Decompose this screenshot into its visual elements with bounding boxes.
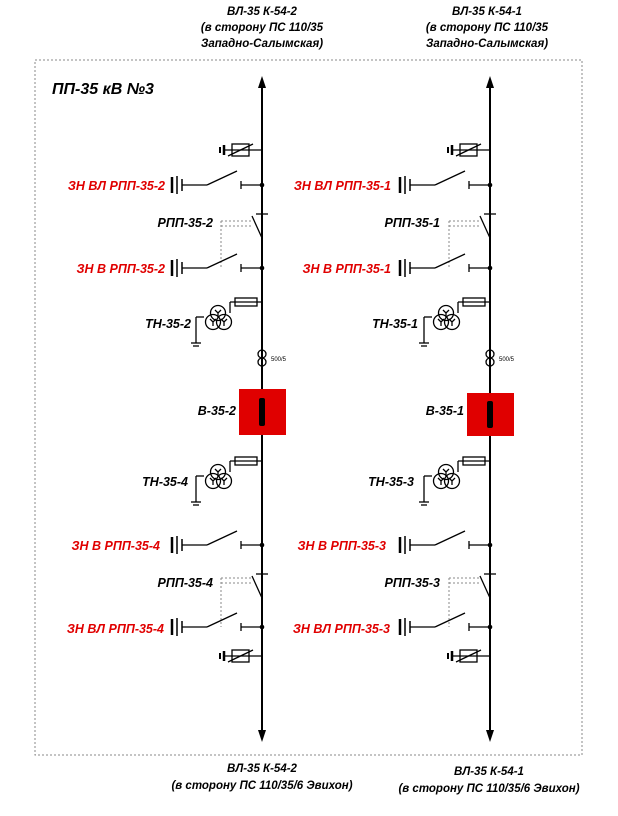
left-zn-v-bottom-label: ЗН В РПП-35-4 [71,539,160,553]
left-zn-v-top-switch-icon [170,252,266,279]
right-zn-vl-bottom-label: ЗН ВЛ РПП-35-3 [293,622,390,636]
right-rpp-top-disconnector-icon [479,213,497,239]
right-zn-vl-bottom-switch-icon [398,611,494,638]
left-bay: ЗН ВЛ РПП-35-2 РПП-35-2 ЗН В РПП-35-2 ТН… [67,76,287,742]
top-left-line-label: ВЛ-35 К-54-2 [227,6,298,18]
left-rpp-bottom-link [220,577,253,627]
left-tn-top-transformer-icon [190,297,263,347]
right-zn-vl-top-switch-icon [398,169,494,196]
left-tn-top-label: ТН-35-2 [145,317,191,331]
left-tn-bottom-label: ТН-35-4 [142,475,188,489]
left-bottom-arrow-icon [258,730,266,742]
right-tn-top-transformer-icon [418,297,491,347]
right-rpp-top-label: РПП-35-1 [385,216,441,230]
left-zn-vl-bottom-switch-icon [170,611,266,638]
right-rpp-top-link [448,220,481,268]
right-zn-v-bottom-label: ЗН В РПП-35-3 [297,539,386,553]
right-zn-vl-top-label: ЗН ВЛ РПП-35-1 [294,179,391,193]
right-top-arrow-icon [486,76,494,88]
right-tn-top-label: ТН-35-1 [372,317,418,331]
left-rpp-top-disconnector-icon [251,213,269,239]
diagram-frame [34,59,583,756]
left-bottom-arrester-icon [218,648,264,664]
top-left-direction-1: (в сторону ПС 110/35 [201,22,324,34]
right-bay: ЗН ВЛ РПП-35-1 РПП-35-1 ЗН В РПП-35-1 ТН… [293,76,515,742]
right-rpp-bottom-label: РПП-35-3 [385,576,441,590]
top-right-direction-2: Западно-Салымская) [426,38,548,50]
left-tn-bottom-transformer-icon [190,456,263,506]
right-ct-ratio-label: 500/5 [499,357,515,363]
right-bottom-arrester-icon [446,648,492,664]
top-right-direction-1: (в сторону ПС 110/35 [426,22,549,34]
left-rpp-bottom-disconnector-icon [251,573,269,599]
bottom-right-direction: (в сторону ПС 110/35/6 Эвихон) [398,783,579,795]
left-top-arrester-icon [218,142,264,158]
left-rpp-top-link [220,220,253,268]
right-tn-bottom-label: ТН-35-3 [368,475,414,489]
right-zn-v-top-label: ЗН В РПП-35-1 [302,262,391,276]
right-top-arrester-icon [446,142,492,158]
left-top-arrow-icon [258,76,266,88]
diagram-title: ПП-35 кВ №3 [52,81,154,98]
right-rpp-bottom-disconnector-icon [479,573,497,599]
right-tn-bottom-transformer-icon [418,456,491,506]
left-rpp-bottom-label: РПП-35-4 [158,576,214,590]
left-zn-vl-bottom-label: ЗН ВЛ РПП-35-4 [67,622,164,636]
left-rpp-top-label: РПП-35-2 [158,216,214,230]
top-left-direction-2: Западно-Салымская) [201,38,323,50]
bottom-right-line-label: ВЛ-35 К-54-1 [454,766,524,778]
bottom-left-direction: (в сторону ПС 110/35/6 Эвихон) [171,780,352,792]
left-zn-vl-top-switch-icon [170,169,266,196]
right-breaker-label: В-35-1 [426,404,464,418]
right-zn-v-top-switch-icon [398,252,494,279]
left-zn-vl-top-label: ЗН ВЛ РПП-35-2 [68,179,165,193]
right-rpp-bottom-link [448,577,481,627]
bottom-left-line-label: ВЛ-35 К-54-2 [227,763,298,775]
left-ct-ratio-label: 500/5 [271,357,287,363]
top-right-line-label: ВЛ-35 К-54-1 [452,6,522,18]
right-bottom-arrow-icon [486,730,494,742]
left-zn-v-bottom-switch-icon [170,529,266,556]
left-zn-v-top-label: ЗН В РПП-35-2 [76,262,165,276]
left-breaker-label: В-35-2 [198,404,236,418]
right-zn-v-bottom-switch-icon [398,529,494,556]
